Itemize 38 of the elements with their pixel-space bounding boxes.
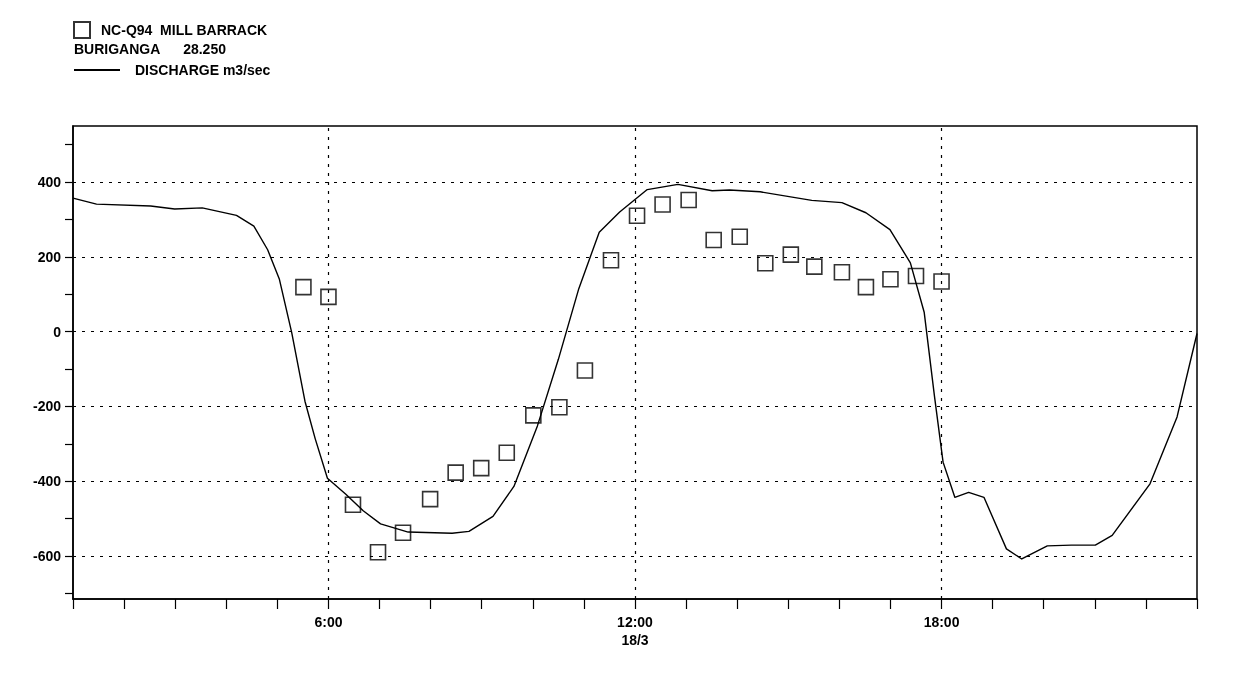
point (782, 246, 800, 263)
point (551, 398, 568, 416)
point (628, 207, 646, 225)
x-tick-label: 18:00 (923, 614, 960, 630)
text: BURIGANGA 28.250 (74, 41, 227, 57)
point (705, 231, 722, 249)
y-tick-label: -400 (32, 473, 62, 490)
point (933, 273, 950, 290)
point (394, 524, 412, 542)
y-tick-label: -600 (32, 548, 62, 564)
point (882, 271, 899, 288)
point (680, 191, 697, 209)
y-tick-label: -200 (32, 398, 62, 415)
point (833, 263, 851, 281)
point (295, 278, 312, 296)
y-tick-label: 200 (37, 248, 62, 265)
point (369, 543, 387, 561)
x-tick-label: 6:00 (314, 614, 343, 630)
point (344, 496, 362, 514)
point (421, 490, 439, 508)
point (756, 254, 774, 272)
point (472, 459, 490, 477)
point (525, 407, 542, 424)
point (602, 251, 620, 269)
legend-label: DISCHARGE m3/sec (135, 62, 271, 78)
y-tick-label: 0 (53, 323, 62, 340)
point (447, 464, 464, 481)
y-tick-label: 400 (37, 174, 62, 191)
x-tick-label: 12:00 18/3 (617, 614, 654, 648)
point (576, 362, 594, 379)
legend-label: NC-Q94 MILL BARRACK (101, 22, 268, 38)
point (907, 267, 925, 285)
point (857, 278, 875, 296)
point (498, 444, 516, 462)
point (320, 288, 337, 306)
point (731, 228, 749, 245)
point (654, 196, 671, 213)
point (806, 258, 823, 275)
